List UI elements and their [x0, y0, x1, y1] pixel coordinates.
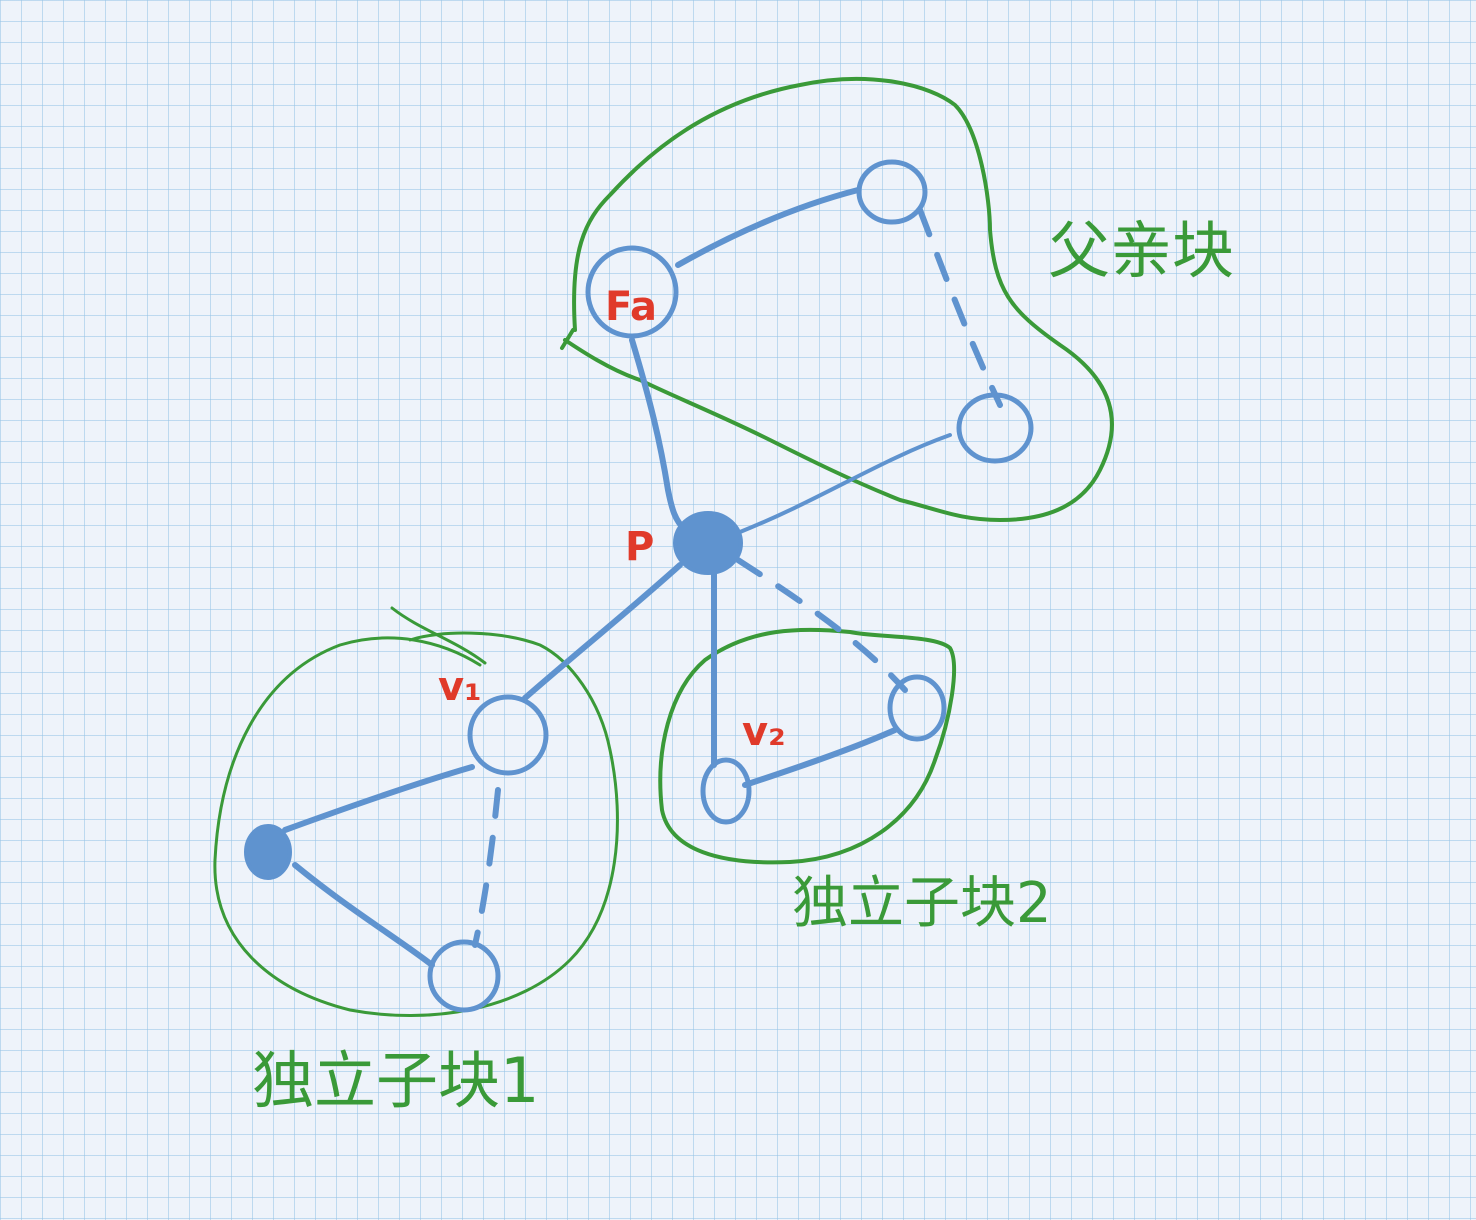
caption-child-block-1: 独立子块1 [252, 1044, 539, 1117]
child-block-2-outline [658, 627, 957, 865]
node-top [856, 159, 928, 225]
label-v2: v₂ [742, 709, 786, 755]
child-block-1-outline [213, 631, 619, 1018]
edge-v2-right2 [742, 727, 898, 788]
parent-block-tick [560, 328, 575, 350]
edge-v1-left [282, 764, 475, 833]
label-p: P [625, 524, 654, 570]
edge-p-v1 [522, 562, 683, 701]
node-p [673, 511, 743, 575]
label-fa: Fa [605, 284, 657, 330]
edge-right-p [738, 433, 952, 534]
node-bottom [427, 939, 501, 1013]
parent-block-outline [563, 76, 1114, 522]
child-block-1-tail [390, 606, 487, 665]
edge-fa-top [675, 187, 861, 268]
node-right [956, 392, 1034, 464]
node-right2 [887, 674, 947, 742]
node-v1 [467, 694, 549, 776]
label-v1: v₁ [438, 664, 482, 710]
edge-fa-p [629, 337, 688, 533]
edge-top-right-dashed [917, 207, 1003, 408]
node-v2 [700, 757, 752, 825]
edge-v1-bottom-dashed [472, 787, 501, 948]
node-left-filled [244, 824, 292, 880]
edge-left-bottom [292, 862, 435, 968]
node-fa [585, 245, 679, 339]
edge-p-right2-dashed [735, 557, 908, 693]
caption-parent-block: 父亲块 [1048, 214, 1234, 287]
caption-child-block-2: 独立子块2 [792, 871, 1052, 936]
